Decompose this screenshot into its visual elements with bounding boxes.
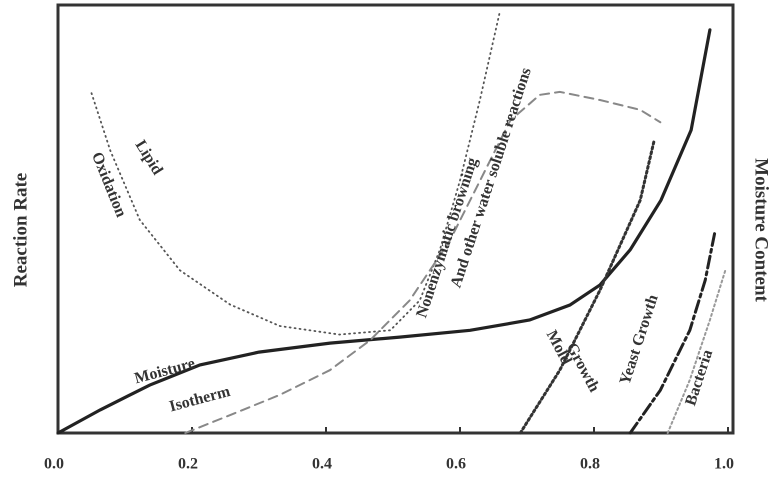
x-tick-label: 0.8 bbox=[580, 456, 600, 473]
curve-label: Lipid bbox=[132, 137, 166, 178]
series-line bbox=[668, 270, 726, 433]
chart: Reaction Rate Moisture Content 0.0 0.2 0.4… bbox=[0, 0, 774, 478]
curve-label: Isotherm bbox=[168, 383, 233, 416]
x-tick-label: 1.0 bbox=[714, 456, 734, 473]
curve-label: Oxidation bbox=[88, 150, 129, 220]
x-tick-label: 0.0 bbox=[44, 456, 64, 473]
x-tick-label: 0.2 bbox=[178, 456, 198, 473]
curve-label: Moisture bbox=[133, 355, 197, 387]
curve-label: Bacteria bbox=[682, 348, 716, 408]
x-tick-label: 0.4 bbox=[312, 456, 332, 473]
x-tick-label: 0.6 bbox=[446, 456, 466, 473]
y-axis-label: Reaction Rate bbox=[10, 173, 31, 288]
curve-label: Growth bbox=[563, 340, 603, 395]
curve-label: Yeast Growth bbox=[617, 293, 662, 387]
y2-axis-label: Moisture Content bbox=[751, 158, 772, 302]
